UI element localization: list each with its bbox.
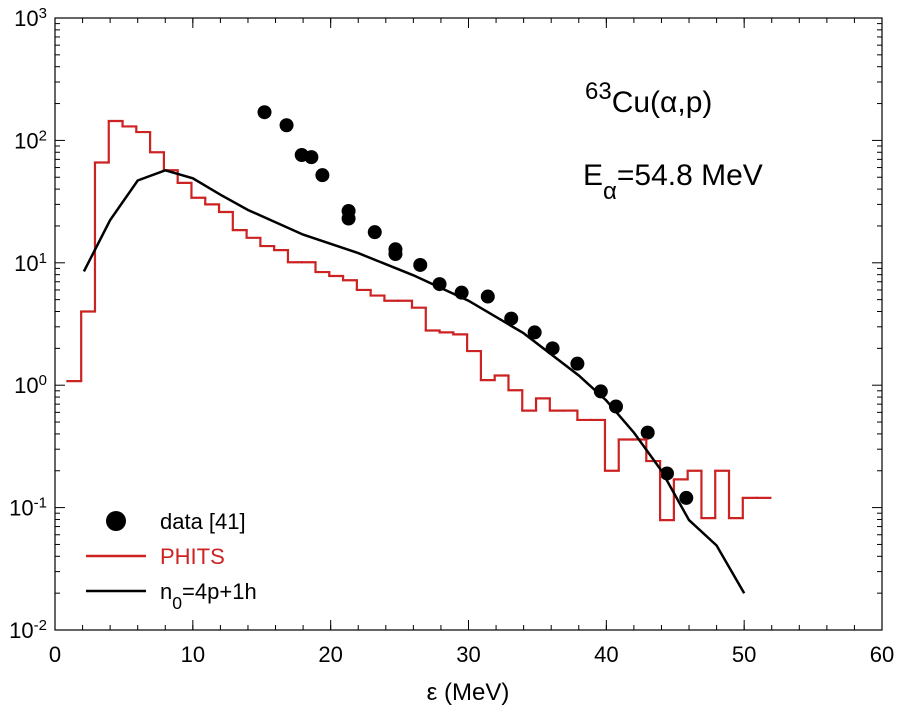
y-tick-base: 10 xyxy=(14,373,38,398)
x-tick-label: 50 xyxy=(732,642,756,667)
legend-label-part: =4p+1h xyxy=(182,579,257,604)
data-point xyxy=(315,168,330,183)
data-point xyxy=(545,341,560,356)
data-point xyxy=(388,247,403,262)
annotation-part: E xyxy=(583,159,603,192)
y-tick-base: 10 xyxy=(9,496,33,521)
data-point xyxy=(413,257,428,272)
y-tick-exponent: 2 xyxy=(39,127,47,144)
data-point xyxy=(341,211,356,226)
x-axis-label: ε (MeV) xyxy=(427,679,510,706)
data-point xyxy=(659,466,674,481)
y-tick-label: 10-1 xyxy=(9,494,47,521)
y-tick-base: 10 xyxy=(9,618,33,643)
data-point xyxy=(432,277,447,292)
y-tick-base: 10 xyxy=(14,6,38,31)
x-tick-label: 0 xyxy=(49,642,61,667)
y-tick-label: 103 xyxy=(14,5,47,32)
y-tick-base: 10 xyxy=(14,251,38,276)
legend-label-part: 0 xyxy=(172,593,182,613)
y-tick-exponent: 1 xyxy=(39,249,47,266)
legend-label: PHITS xyxy=(160,544,225,569)
model-line xyxy=(82,168,746,594)
annotation-part: Cu(α,p) xyxy=(612,86,713,119)
annotation: Eα=54.8 MeV xyxy=(583,159,763,205)
data-point xyxy=(480,289,495,304)
y-tick-exponent: -2 xyxy=(34,617,47,634)
data-point xyxy=(570,356,585,371)
annotation-part: 63 xyxy=(585,78,612,105)
data-point xyxy=(679,490,694,505)
y-tick-exponent: 0 xyxy=(39,372,47,389)
x-tick-label: 40 xyxy=(594,642,618,667)
y-tick-exponent: -1 xyxy=(34,494,47,511)
legend-label-part: PHITS xyxy=(160,544,225,569)
x-tick-label: 20 xyxy=(318,642,342,667)
x-tick-label: 10 xyxy=(181,642,205,667)
annotation: 63Cu(α,p) xyxy=(585,78,712,120)
data-point xyxy=(304,150,319,165)
y-tick-exponent: 3 xyxy=(39,5,47,22)
annotation-part: α xyxy=(603,178,617,205)
y-tick-label: 101 xyxy=(14,249,47,276)
legend-label-part: data [41] xyxy=(160,509,246,534)
data-point xyxy=(279,118,294,133)
data-point xyxy=(593,384,608,399)
legend-label: data [41] xyxy=(160,509,246,534)
y-tick-label: 102 xyxy=(14,127,47,154)
y-tick-label: 10-2 xyxy=(9,617,47,644)
data-point xyxy=(608,399,623,414)
plot-frame xyxy=(54,17,883,631)
y-tick-label: 100 xyxy=(14,372,47,399)
x-tick-label: 30 xyxy=(456,642,480,667)
x-tick-label: 60 xyxy=(870,642,894,667)
data-point xyxy=(527,325,542,340)
data-point xyxy=(257,105,272,120)
data-point xyxy=(504,311,519,326)
y-tick-base: 10 xyxy=(14,128,38,153)
data-point xyxy=(640,425,655,440)
legend-label: n0=4p+1h xyxy=(160,579,257,613)
data-point xyxy=(367,225,382,240)
annotation-part: =54.8 MeV xyxy=(617,159,763,192)
legend-marker xyxy=(106,511,126,531)
legend-label-part: n xyxy=(160,579,172,604)
